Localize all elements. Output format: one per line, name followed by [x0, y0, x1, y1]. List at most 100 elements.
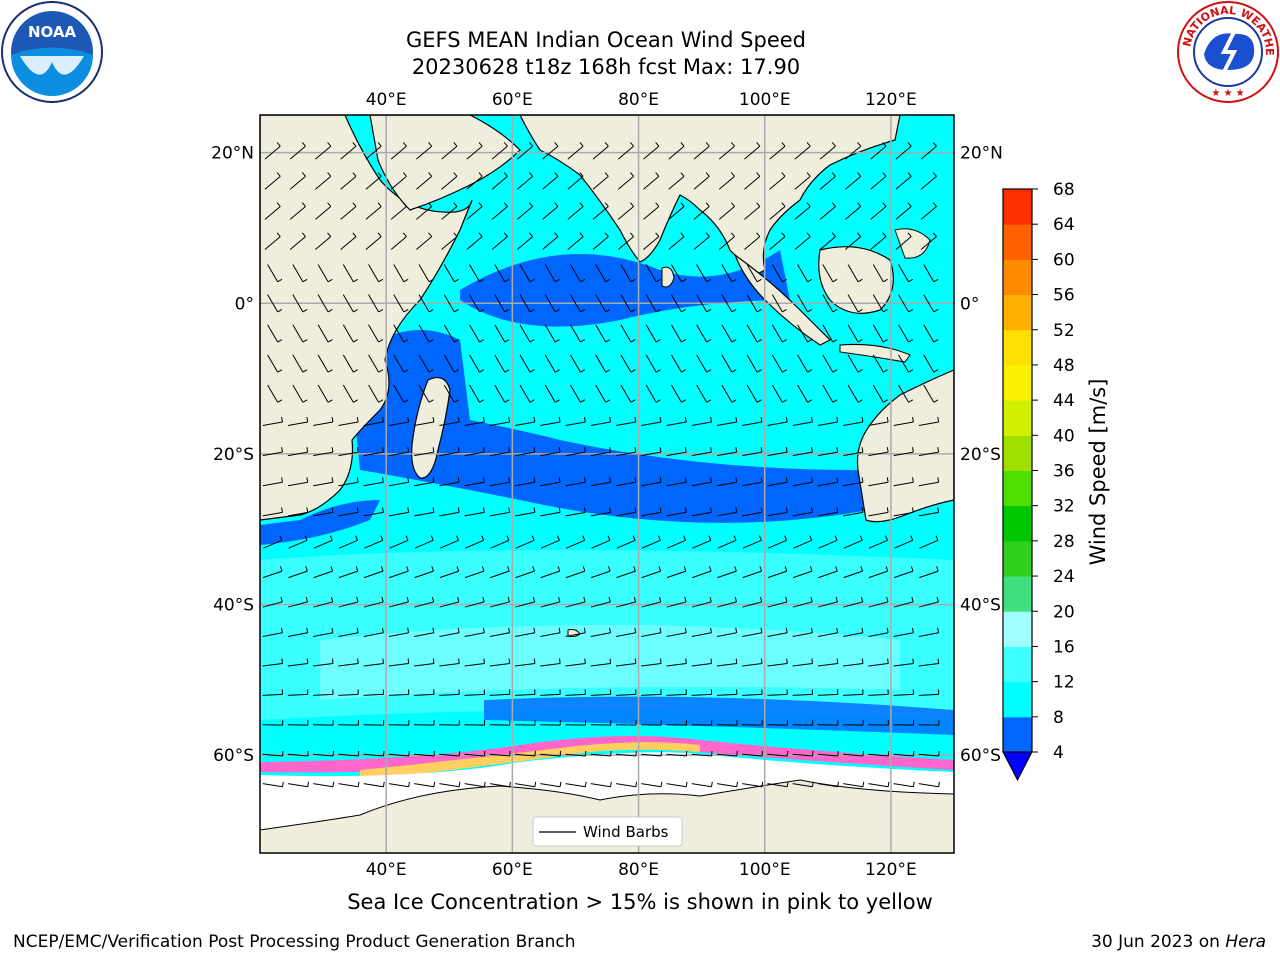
- wind-barb: [696, 354, 712, 373]
- wind-barb: [716, 720, 738, 726]
- wind-barb: [843, 507, 864, 517]
- wind-barb: [666, 627, 687, 638]
- wind-barb: [389, 566, 409, 579]
- wind-barb: [338, 447, 359, 457]
- wind-barb: [845, 202, 862, 220]
- wind-barb: [466, 172, 483, 190]
- wind-barb: [388, 781, 410, 788]
- wind-barb: [388, 627, 410, 638]
- speed-band-4-8-south: [355, 330, 870, 523]
- wind-barb: [742, 477, 763, 487]
- wind-barb: [338, 417, 359, 426]
- wind-barb: [746, 324, 762, 343]
- map-subtitle: 20230628 t18z 168h fcst Max: 17.90: [411, 55, 801, 79]
- wind-barb: [466, 202, 483, 220]
- wind-barb: [570, 294, 586, 313]
- wind-barb: [792, 566, 813, 579]
- wind-barb: [313, 566, 334, 579]
- wind-barb: [918, 596, 939, 608]
- wind-barb: [769, 172, 786, 190]
- wind-barb: [592, 172, 609, 190]
- wind-barb: [817, 507, 839, 517]
- wind-barb: [439, 417, 460, 426]
- wind-barb: [817, 477, 839, 487]
- wind-barb: [716, 447, 738, 457]
- wind-barb: [514, 689, 536, 696]
- wind-barb: [771, 354, 787, 373]
- madagascar-land: [411, 377, 451, 479]
- wind-barb: [466, 232, 483, 250]
- lon-tick-label: 40°E: [366, 860, 407, 880]
- wind-barb: [923, 324, 939, 343]
- wind-barb: [567, 142, 584, 160]
- wind-barb: [289, 172, 306, 190]
- wind-barb: [742, 535, 762, 549]
- wind-barb: [691, 720, 713, 726]
- wind-barb: [898, 324, 914, 343]
- wind-barb: [645, 264, 661, 283]
- wind-barb: [489, 447, 511, 457]
- wind-barb: [365, 142, 382, 160]
- noaa-logo-text: NOAA: [28, 23, 77, 41]
- wind-barb: [918, 720, 940, 726]
- wind-barb: [721, 384, 737, 403]
- wind-barb: [414, 750, 435, 757]
- nws-logo: NATIONAL WEATHER SERVICE ★ ★ ★: [1176, 0, 1279, 103]
- wind-barb: [313, 507, 334, 517]
- wind-barb: [515, 535, 535, 549]
- wind-barb: [540, 417, 561, 426]
- wind-barb: [313, 596, 334, 608]
- wind-barb: [792, 720, 814, 726]
- wind-barb: [716, 627, 738, 638]
- wind-barb: [641, 750, 663, 757]
- wind-barb: [620, 264, 636, 283]
- wind-barb: [590, 720, 612, 726]
- wind-barb: [570, 264, 586, 283]
- wind-barb: [817, 417, 839, 426]
- wind-barb: [464, 627, 485, 638]
- wind-barb: [570, 324, 586, 343]
- wind-barb: [793, 535, 813, 549]
- wind-barb: [822, 384, 838, 403]
- wind-barb: [287, 689, 309, 696]
- wind-barb: [393, 354, 409, 373]
- wind-barb: [767, 750, 789, 757]
- wind-barb: [313, 750, 334, 757]
- wind-barb: [691, 596, 712, 608]
- wind-barb: [567, 232, 584, 250]
- lat-tick-label: 60°S: [960, 746, 1001, 766]
- wind-barb: [868, 750, 890, 757]
- wind-barb: [691, 627, 712, 638]
- wind-barb: [898, 294, 914, 313]
- wind-barb: [872, 294, 888, 313]
- wind-barb: [540, 689, 561, 696]
- wind-barb: [540, 720, 561, 726]
- wind-barb: [544, 264, 560, 283]
- sea-ice-note: Sea Ice Concentration > 15% is shown in …: [347, 890, 933, 914]
- wind-barb: [544, 324, 560, 343]
- wind-barb: [489, 477, 511, 487]
- wind-barb: [620, 294, 636, 313]
- wind-barb: [389, 596, 409, 608]
- wind-barb: [615, 689, 637, 696]
- wind-barb: [817, 627, 839, 638]
- wind-barb: [742, 596, 763, 608]
- wind-barb: [693, 172, 710, 190]
- wind-barb: [716, 750, 738, 757]
- wind-barb: [368, 354, 384, 373]
- wind-barb: [267, 294, 283, 313]
- wind-barb: [289, 232, 306, 250]
- colorbar-segment: [1003, 435, 1032, 471]
- wind-barb: [845, 232, 862, 250]
- wind-barb: [515, 507, 536, 517]
- colorbar-segment: [1003, 400, 1032, 436]
- wind-barb: [615, 781, 638, 788]
- wind-barb: [895, 232, 912, 250]
- wind-barb: [565, 720, 587, 726]
- wind-barb: [565, 781, 587, 788]
- wind-barb: [696, 294, 712, 313]
- wind-barb: [516, 172, 534, 190]
- wind-barb: [615, 417, 637, 426]
- wind-barb: [515, 781, 537, 788]
- wind-barb: [313, 781, 335, 788]
